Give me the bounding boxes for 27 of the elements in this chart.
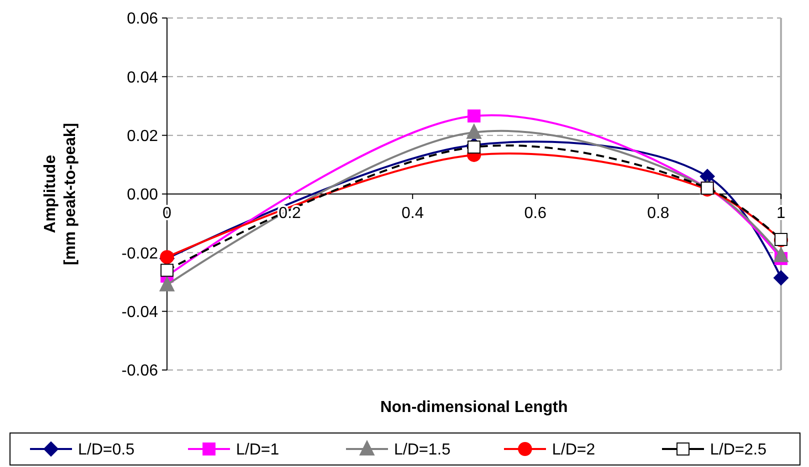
point	[466, 124, 482, 139]
y-tick-label: 0.02	[126, 128, 158, 145]
x-tick-label: 0.4	[401, 205, 424, 222]
y-axis-title: Amplitude [mm peak-to-peak]	[42, 122, 79, 266]
legend-label: L/D=2.5	[710, 442, 767, 459]
point	[160, 276, 174, 292]
point	[774, 247, 788, 262]
y-tick-label: -0.06	[122, 362, 158, 380]
x-tick-label: 0.8	[647, 205, 670, 222]
point	[160, 264, 174, 277]
x-tick-label: 0.2	[278, 205, 302, 222]
y-tick-label: 0.04	[126, 69, 158, 86]
point	[700, 168, 715, 184]
legend-label: L/D=0.5	[78, 442, 135, 459]
point	[468, 109, 480, 122]
x-axis-title: Non-dimensional Length	[380, 399, 568, 416]
y-tick-label: 0.06	[126, 10, 158, 28]
point	[774, 270, 788, 286]
x-tick-label: 0.6	[524, 205, 547, 222]
y-tick-label: -0.04	[122, 304, 158, 321]
y-tick-label: -0.02	[122, 245, 158, 262]
y-tick-label: 0.00	[126, 186, 158, 204]
point	[468, 140, 480, 154]
legend-label: L/D=2	[552, 442, 596, 459]
legend-label: L/D=1.5	[394, 442, 451, 459]
x-tick-label: 1	[776, 205, 786, 222]
legend-label: L/D=1	[236, 442, 280, 459]
